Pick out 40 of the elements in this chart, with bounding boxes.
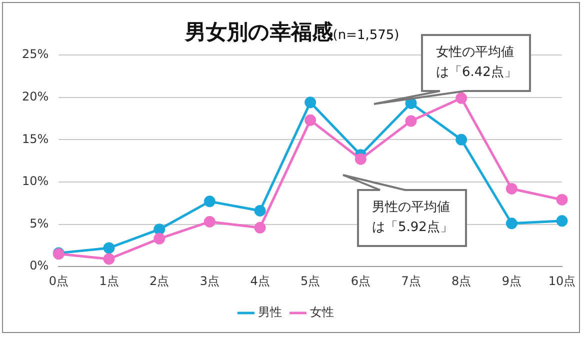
- point: [204, 216, 216, 228]
- x-tick-label: 3点: [200, 274, 220, 288]
- point: [506, 182, 518, 194]
- y-tick-label: 10%: [22, 174, 49, 188]
- x-tick-label: 6点: [350, 274, 370, 288]
- point: [456, 134, 468, 146]
- point: [304, 96, 316, 108]
- point: [103, 242, 115, 254]
- chart-subtitle: (n=1,575): [332, 28, 400, 43]
- x-tick-label: 0点: [48, 274, 68, 288]
- point: [506, 218, 518, 230]
- legend-label: 男性: [258, 305, 282, 320]
- point: [354, 153, 366, 165]
- point: [304, 114, 316, 126]
- y-tick-label: 15%: [22, 132, 49, 146]
- point: [254, 222, 266, 234]
- y-tick-label: 25%: [22, 47, 49, 62]
- x-tick-label: 4点: [250, 274, 270, 288]
- point: [405, 115, 417, 127]
- x-tick-label: 5点: [300, 274, 320, 288]
- annotation: 女性の平均値は「6.42点」: [436, 43, 520, 83]
- x-tick-label: 7点: [401, 274, 421, 288]
- point: [556, 215, 568, 227]
- x-tick-label: 2点: [150, 274, 170, 288]
- annotation: 男性の平均値は「5.92点」: [372, 198, 456, 238]
- point: [103, 253, 115, 265]
- legend-label: 女性: [310, 305, 334, 320]
- point: [456, 92, 468, 104]
- point: [154, 224, 166, 236]
- y-tick-label: 20%: [22, 89, 49, 104]
- y-tick-label: 0%: [30, 258, 49, 273]
- y-tick-label: 5%: [30, 216, 49, 230]
- point: [154, 232, 166, 244]
- point: [556, 194, 568, 206]
- x-tick-label: 1点: [99, 274, 119, 288]
- x-tick-label: 10点: [548, 274, 576, 288]
- x-tick-label: 9点: [502, 274, 522, 288]
- point: [254, 204, 266, 216]
- x-tick-label: 8点: [452, 274, 472, 288]
- point: [204, 196, 216, 208]
